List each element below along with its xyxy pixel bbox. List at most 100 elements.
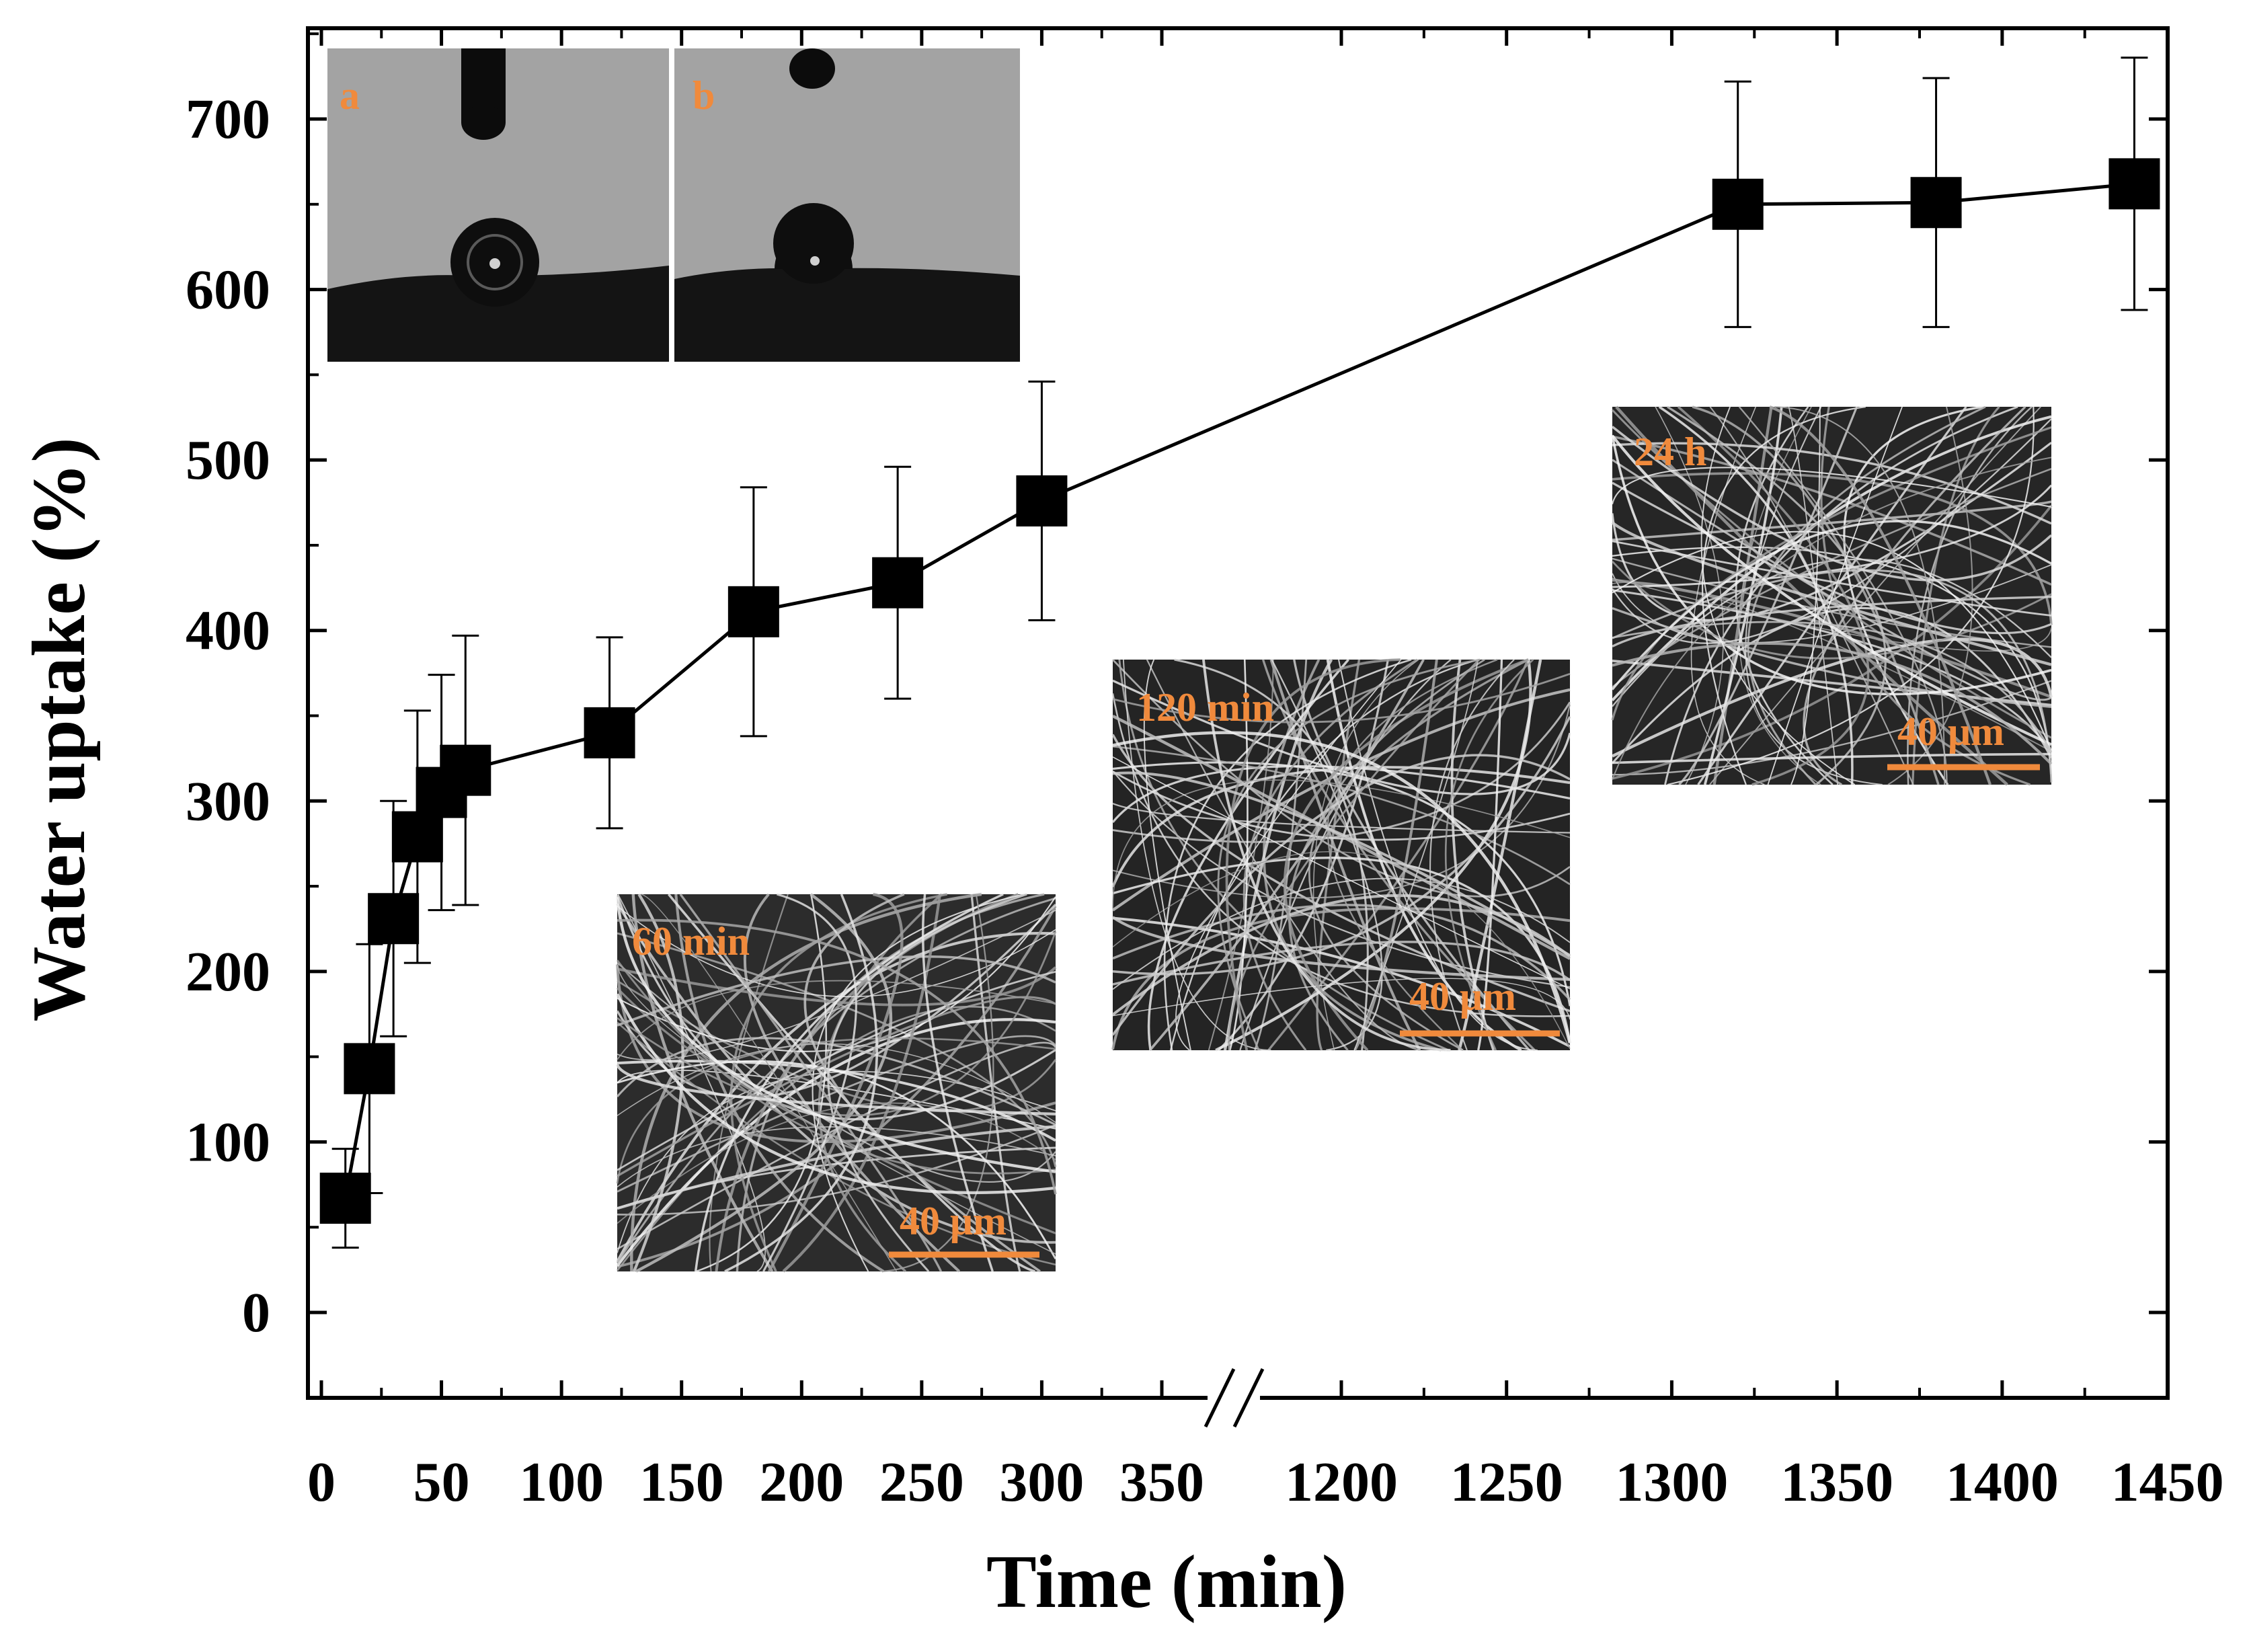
fiber xyxy=(1112,877,1571,990)
data-point-marker xyxy=(872,557,924,608)
fiber xyxy=(617,1126,1056,1188)
x-tick-label: 1250 xyxy=(1450,1451,1563,1513)
x-tick-label: 200 xyxy=(759,1451,844,1513)
fiber xyxy=(1327,658,1498,1051)
fiber xyxy=(1112,779,1571,909)
fiber xyxy=(617,996,1056,1177)
fiber xyxy=(1217,658,1481,1051)
fiber xyxy=(1112,679,1571,795)
fiber xyxy=(1803,405,2026,786)
y-tick-label: 200 xyxy=(186,941,270,1003)
fiber xyxy=(1611,426,2053,582)
fiber xyxy=(1658,405,1854,785)
fiber xyxy=(615,897,1056,1173)
fiber xyxy=(1229,659,1249,1051)
fiber xyxy=(1769,405,1992,785)
fiber xyxy=(616,993,1056,1195)
fiber xyxy=(724,894,879,1273)
fiber xyxy=(1911,405,2000,785)
fiber xyxy=(767,892,904,1273)
fiber xyxy=(635,893,893,1273)
fiber xyxy=(617,1125,1056,1210)
fiber xyxy=(1284,658,1529,1052)
sem-inset-60min: 60 min 40 μm xyxy=(615,892,1057,1273)
data-series xyxy=(319,56,2160,1249)
fiber xyxy=(1112,756,1571,990)
fiber xyxy=(1111,754,1571,1036)
fiber xyxy=(1612,504,2053,780)
x-tick-label: 150 xyxy=(639,1451,724,1513)
fiber xyxy=(1612,484,2053,588)
fiber xyxy=(679,894,943,1272)
x-axis: 0 50 100 150 200 250 300 350 1200 1250 1300 1350 140… xyxy=(307,28,2224,1513)
axis-break xyxy=(1204,1368,1265,1428)
fiber xyxy=(1612,442,2052,525)
fiber xyxy=(743,893,961,1273)
x-tick-label: 1400 xyxy=(1946,1451,2059,1513)
fiber xyxy=(617,931,1057,1117)
fiber xyxy=(1690,406,1765,785)
data-point-marker xyxy=(1910,177,1962,229)
data-point-marker xyxy=(727,586,779,637)
fiber xyxy=(1112,771,1571,957)
fiber xyxy=(616,1064,1056,1115)
fiber xyxy=(762,893,857,1272)
fiber xyxy=(1611,560,2052,660)
sem-inset-label: 24 h xyxy=(1634,430,1706,474)
fiber xyxy=(1767,406,1903,785)
x-tick-label: 1300 xyxy=(1615,1451,1728,1513)
inset-label-b: b xyxy=(693,73,715,118)
fiber xyxy=(1738,406,1948,785)
fiber xyxy=(1169,658,1479,1051)
fiber xyxy=(1215,659,1532,1052)
data-point-marker xyxy=(391,811,443,863)
fiber xyxy=(1112,916,1571,1048)
y-tick-label: 300 xyxy=(186,770,270,832)
fiber xyxy=(616,987,1056,1234)
data-point-marker xyxy=(1712,178,1764,230)
fiber xyxy=(782,894,942,1273)
fiber xyxy=(617,970,1056,1171)
fiber xyxy=(617,980,1056,1060)
y-axis-title: Water uptake (%) xyxy=(17,438,101,1022)
fiber xyxy=(1112,941,1571,986)
fiber xyxy=(1611,434,2052,746)
inset-label-a: a xyxy=(340,73,360,118)
fiber xyxy=(1709,406,2041,785)
y-tick-label: 100 xyxy=(186,1111,270,1173)
fiber xyxy=(641,894,898,1272)
fiber xyxy=(1112,672,1571,723)
sem-fibers xyxy=(1111,658,1572,1052)
fiber xyxy=(803,893,1041,1273)
fiber xyxy=(1612,621,2053,752)
fiber xyxy=(1112,716,1571,976)
fiber xyxy=(1429,659,1515,1051)
fiber xyxy=(617,1070,1056,1253)
sem-fibers xyxy=(615,892,1057,1273)
fiber xyxy=(970,894,1021,1272)
fiber xyxy=(1612,459,2052,701)
fiber xyxy=(616,1037,1056,1126)
fiber xyxy=(1223,658,1333,1051)
fiber xyxy=(1111,766,1571,888)
fiber xyxy=(1112,731,1572,1044)
sem-inset-120min: 120 min 40 μm xyxy=(1111,658,1572,1052)
fiber xyxy=(1612,457,2052,780)
fiber xyxy=(1175,659,1402,1051)
fiber xyxy=(616,1037,1056,1184)
fiber xyxy=(617,1041,1057,1250)
y-tick-label: 600 xyxy=(186,259,270,321)
fiber xyxy=(1790,406,1821,785)
x-tick-label: 1350 xyxy=(1780,1451,1893,1513)
fiber xyxy=(1611,434,2052,696)
scale-bar-label: 40 μm xyxy=(900,1199,1007,1243)
x-tick-label: 100 xyxy=(519,1451,604,1513)
fiber xyxy=(1738,406,1821,785)
inset-panel-a: a xyxy=(327,48,669,362)
fiber xyxy=(695,894,828,1273)
fiber xyxy=(694,893,1004,1272)
fiber xyxy=(1450,659,1495,1051)
y-tick-label: 500 xyxy=(186,429,270,491)
x-tick-label: 250 xyxy=(879,1451,964,1513)
fiber xyxy=(1612,641,2053,765)
